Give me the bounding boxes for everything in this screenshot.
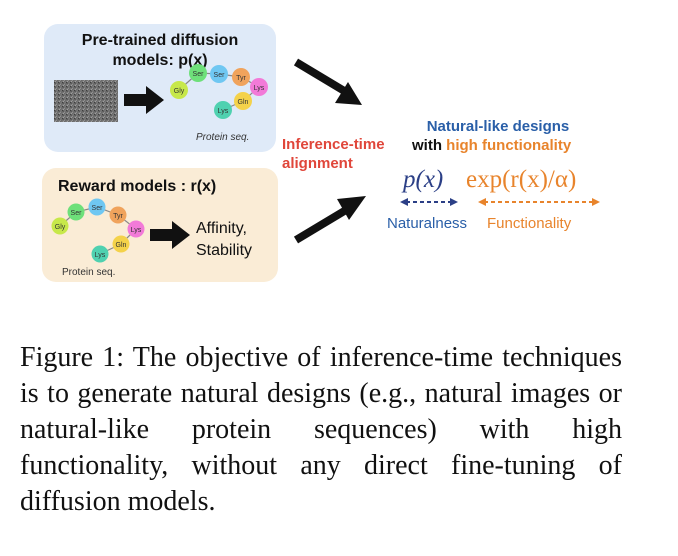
residue-label: Ser	[214, 72, 226, 79]
residue-label: Tyr	[236, 75, 246, 82]
residue-label: Ser	[92, 205, 104, 212]
noisy-image	[54, 80, 118, 122]
pretrained-title-line1: Pre-trained diffusion	[82, 32, 238, 49]
naturalness-label: Naturalness	[387, 215, 467, 232]
residue-node	[214, 101, 232, 119]
pretrained-model-box: Pre-trained diffusion models: p(x) Gly S…	[44, 24, 276, 152]
reward-output-line1: Affinity,	[196, 220, 247, 237]
figure-caption: Figure 1: The objective of inference-tim…	[20, 342, 622, 517]
residue-node	[170, 81, 188, 99]
residue-label: Ser	[193, 71, 205, 78]
black-arrow-icon	[124, 86, 164, 114]
protein-chain-top: Gly Ser Ser Tyr Lys Gln Lys	[170, 64, 268, 119]
figure-diagram: Pre-trained diffusion models: p(x) Gly S…	[42, 24, 600, 282]
functionality-label: Functionality	[487, 215, 572, 232]
residue-label: Gln	[238, 99, 249, 106]
reward-protein-label: Protein seq.	[62, 267, 115, 278]
result-title-line2: with high functionality	[411, 137, 572, 154]
residue-node	[51, 217, 69, 235]
reward-model-box: Reward models : r(x) Gly Ser Ser Tyr Lys…	[42, 168, 278, 282]
residue-node	[210, 65, 228, 83]
reward-title: Reward models : r(x)	[58, 178, 216, 195]
formula-naturalness: p(x)	[401, 166, 443, 193]
alignment-label-line1: Inference-time	[282, 136, 385, 153]
residue-label: Lys	[254, 85, 265, 92]
result-title-high: high functionality	[446, 137, 572, 154]
residue-label: Ser	[71, 210, 83, 217]
formula-functionality: exp(r(x)/α)	[466, 166, 576, 193]
residue-label: Lys	[218, 108, 229, 115]
residue-label: Tyr	[113, 213, 123, 220]
alignment-label-line2: alignment	[282, 155, 353, 172]
residue-label: Lys	[131, 227, 142, 234]
residue-label: Gln	[116, 242, 127, 249]
residue-label: Lys	[95, 252, 106, 259]
result-title-line1: Natural-like designs	[427, 118, 570, 135]
pretrained-protein-label: Protein seq.	[196, 132, 249, 143]
residue-node	[91, 245, 109, 263]
residue-node	[109, 206, 127, 224]
residue-label: Gly	[55, 224, 66, 231]
residue-node	[250, 78, 268, 96]
big-arrow-down-right-icon	[293, 58, 362, 105]
naturalness-arrow-icon	[400, 198, 458, 206]
protein-chain-bottom: Gly Ser Ser Tyr Lys Gln Lys	[51, 198, 145, 263]
residue-node	[67, 203, 85, 221]
residue-label: Gly	[174, 88, 185, 95]
functionality-arrow-icon	[478, 198, 600, 206]
reward-output-line2: Stability	[196, 242, 252, 259]
residue-node	[234, 92, 252, 110]
residue-node	[127, 220, 145, 238]
residue-node	[232, 68, 250, 86]
result-block: Natural-like designs with high functiona…	[387, 118, 600, 232]
big-arrow-up-right-icon	[293, 196, 366, 244]
residue-node	[189, 64, 207, 82]
black-arrow-icon	[150, 221, 190, 249]
residue-node	[88, 198, 106, 216]
pretrained-title-line2: models: p(x)	[112, 52, 207, 69]
residue-node	[112, 235, 130, 253]
result-title-with: with	[411, 137, 446, 154]
